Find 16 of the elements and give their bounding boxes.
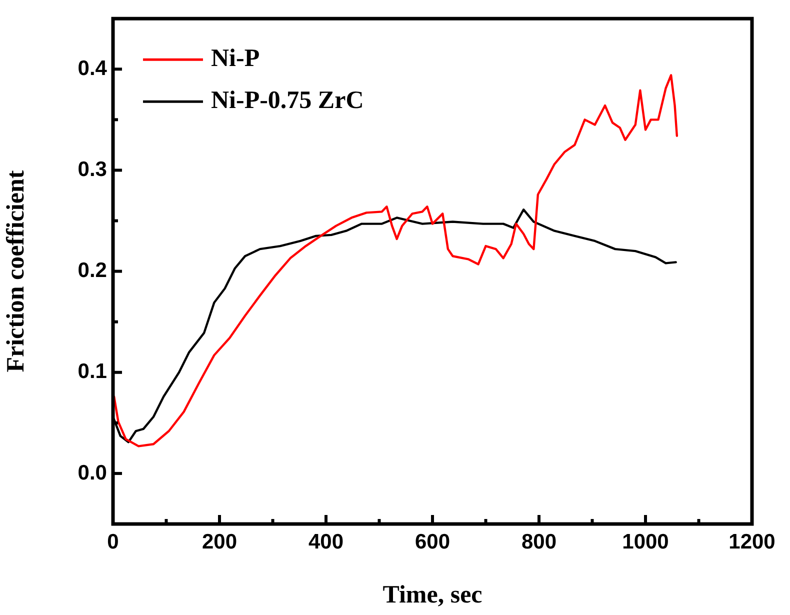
y-tick-label: 0.0 <box>78 461 107 484</box>
x-tick-label: 1200 <box>728 530 776 554</box>
x-tick-label: 400 <box>308 530 344 554</box>
legend-label: Ni-P-0.75 ZrC <box>211 87 364 114</box>
y-tick-label: 0.3 <box>78 158 107 182</box>
y-tick-label: 0.4 <box>78 56 108 80</box>
x-tick-label: 200 <box>202 530 238 554</box>
x-tick-label: 1000 <box>622 530 669 554</box>
x-tick-label: 0 <box>107 530 119 554</box>
y-tick-label: 0.1 <box>78 360 108 384</box>
y-tick-label: 0.2 <box>78 259 107 282</box>
x-tick-label: 600 <box>414 530 450 554</box>
x-tick-label: 800 <box>521 530 557 554</box>
x-axis-title: Time, sec <box>382 581 482 608</box>
y-axis-title: Friction coefficient <box>2 170 30 372</box>
legend-label: Ni-P <box>211 45 260 72</box>
